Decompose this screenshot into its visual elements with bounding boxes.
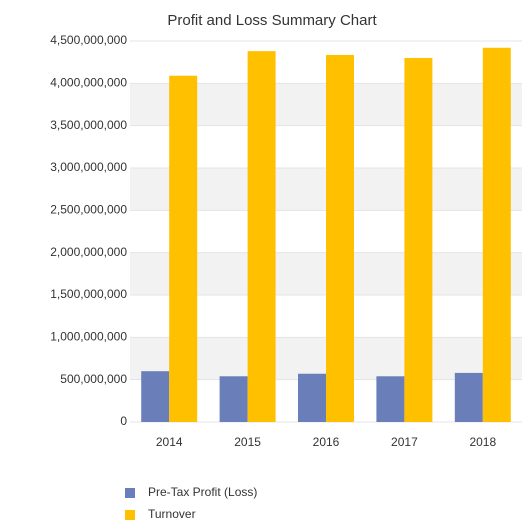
bar — [141, 371, 170, 422]
y-tick-label: 2,500,000,000 — [50, 203, 127, 217]
x-tick-label: 2016 — [313, 435, 340, 449]
y-tick-label: 3,000,000,000 — [50, 160, 127, 174]
legend-label: Turnover — [148, 507, 196, 521]
y-tick-label: 1,500,000,000 — [50, 287, 127, 301]
y-tick-label: 500,000,000 — [60, 372, 127, 386]
y-tick-label: 4,000,000,000 — [50, 76, 127, 90]
legend-swatch — [125, 488, 135, 498]
legend-label: Pre-Tax Profit (Loss) — [148, 485, 257, 499]
x-tick-label: 2017 — [391, 435, 418, 449]
y-tick-label: 0 — [120, 414, 127, 428]
bar — [247, 51, 276, 422]
legend-swatch — [125, 510, 135, 520]
bar — [482, 47, 511, 422]
bar — [376, 376, 405, 422]
bar — [326, 54, 354, 422]
bar — [298, 373, 326, 422]
chart-title: Profit and Loss Summary Chart — [167, 12, 377, 29]
y-tick-label: 2,000,000,000 — [50, 245, 127, 259]
bar — [454, 372, 483, 422]
x-tick-label: 2014 — [156, 435, 183, 449]
bar — [219, 376, 248, 422]
y-tick-label: 4,500,000,000 — [50, 33, 127, 47]
x-tick-label: 2015 — [234, 435, 261, 449]
bar — [169, 75, 198, 423]
y-tick-label: 3,500,000,000 — [50, 118, 127, 132]
x-tick-label: 2018 — [469, 435, 496, 449]
bar — [404, 57, 433, 422]
y-tick-label: 1,000,000,000 — [50, 330, 127, 344]
